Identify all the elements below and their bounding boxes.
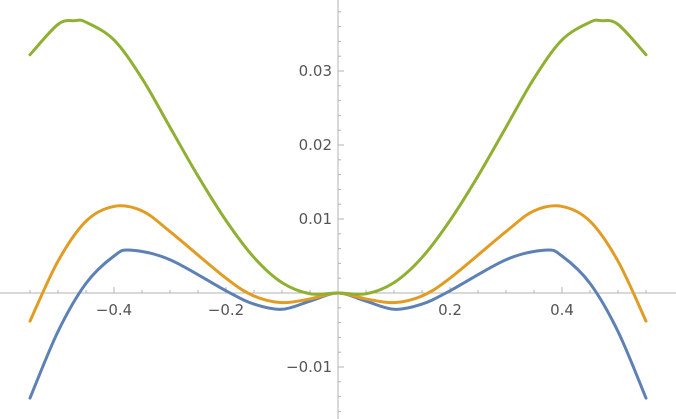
x-tick-label: −0.2 — [208, 301, 244, 319]
x-tick-label: 0.4 — [550, 301, 574, 319]
x-tick-label: 0.2 — [438, 301, 462, 319]
y-tick-label: −0.01 — [286, 358, 332, 376]
y-tick-label: 0.02 — [299, 136, 332, 154]
series-line-3 — [28, 18, 648, 296]
y-tick-label: 0.03 — [299, 62, 332, 80]
series-layer — [28, 18, 648, 400]
tick-labels: −0.4 −0.2 0.2 0.4 −0.01 0.01 0.02 0.03 — [96, 62, 574, 376]
y-tick-label: 0.01 — [299, 210, 332, 228]
x-tick-label: −0.4 — [96, 301, 132, 319]
